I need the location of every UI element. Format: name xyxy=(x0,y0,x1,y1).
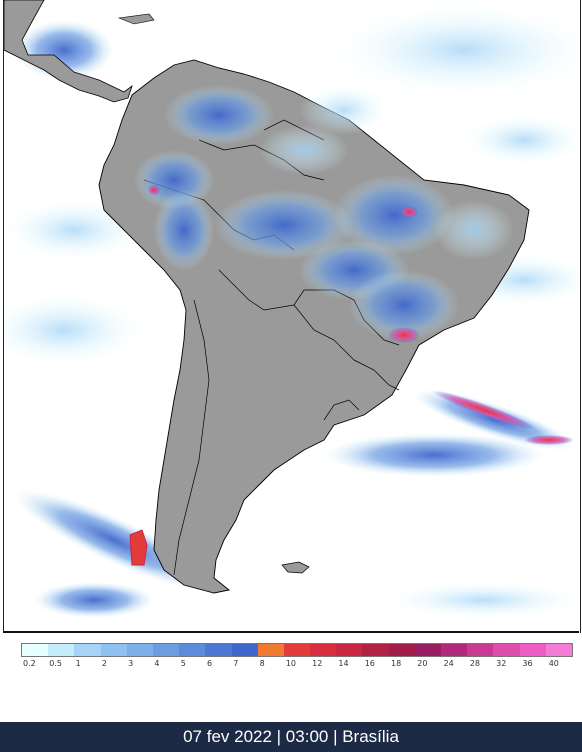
land-precipitation xyxy=(134,85,514,340)
legend-color-cell xyxy=(179,644,206,656)
precipitation-map[interactable] xyxy=(3,0,581,633)
map-divider xyxy=(3,631,579,633)
legend-tick-label: 1 xyxy=(75,659,81,668)
legend-color-cell xyxy=(48,644,75,656)
legend-color-cell xyxy=(152,644,180,656)
legend-color-cell xyxy=(22,644,49,656)
map-svg xyxy=(4,0,580,633)
legend-tick-label: 12 xyxy=(312,659,323,668)
legend-color-cell xyxy=(310,644,337,656)
legend-color-cell xyxy=(283,644,311,656)
legend-tick-label: 32 xyxy=(496,659,507,668)
central-america xyxy=(4,0,133,103)
legend-color-cell xyxy=(257,644,284,656)
legend-color-cell xyxy=(231,644,258,656)
precipitation-legend: 0.2 0.5 1 2 3 4 5 6 7 8 10 12 14 16 18 20 24 28 32 36 40 xyxy=(0,633,582,722)
legend-tick-label: 24 xyxy=(443,659,454,668)
legend-tick-label: 20 xyxy=(417,659,428,668)
falkland-islands xyxy=(281,561,310,574)
legend-color-cell xyxy=(388,644,415,656)
legend-tick-label: 5 xyxy=(180,659,186,668)
legend-color-cell xyxy=(74,644,101,656)
legend-tick-label: 10 xyxy=(285,659,297,668)
legend-color-cell xyxy=(205,644,232,656)
legend-color-cell xyxy=(441,644,468,656)
legend-tick-label: 36 xyxy=(522,659,533,668)
heavy-precipitation-cells xyxy=(129,185,574,566)
legend-color-cell xyxy=(362,644,389,656)
legend-tick-label: 3 xyxy=(128,659,134,668)
legend-tick-label: 4 xyxy=(154,659,160,668)
legend-tick-labels: 0.2 0.5 1 2 3 4 5 6 7 8 10 12 14 16 18 20 24 28 32 36 40 xyxy=(21,659,573,673)
legend-tick-label: 0.5 xyxy=(49,659,63,668)
legend-tick-label: 14 xyxy=(338,659,349,668)
legend-color-cell xyxy=(414,644,441,656)
legend-tick-label: 6 xyxy=(207,659,213,668)
legend-color-cell xyxy=(493,644,520,656)
legend-color-cell xyxy=(100,644,127,656)
legend-color-cell xyxy=(545,644,572,656)
legend-color-cell xyxy=(519,644,546,656)
legend-tick-label: 40 xyxy=(548,659,559,668)
legend-tick-label: 0.2 xyxy=(23,659,36,668)
legend-color-cell xyxy=(336,644,363,656)
legend-tick-label: 16 xyxy=(364,659,375,668)
legend-tick-label: 7 xyxy=(233,659,239,668)
legend-colorbar xyxy=(21,643,573,657)
legend-tick-label: 28 xyxy=(469,659,481,668)
legend-color-cell xyxy=(126,644,153,656)
legend-color-cell xyxy=(467,644,494,656)
legend-tick-label: 2 xyxy=(101,659,107,668)
legend-tick-label: 18 xyxy=(391,659,402,668)
screenshot-frame: 0.2 0.5 1 2 3 4 5 6 7 8 10 12 14 16 18 20 24 28 32 36 40 xyxy=(0,0,582,722)
legend-tick-label: 8 xyxy=(259,659,265,668)
timestamp-footer: 07 fev 2022 | 03:00 | Brasília xyxy=(0,722,582,750)
